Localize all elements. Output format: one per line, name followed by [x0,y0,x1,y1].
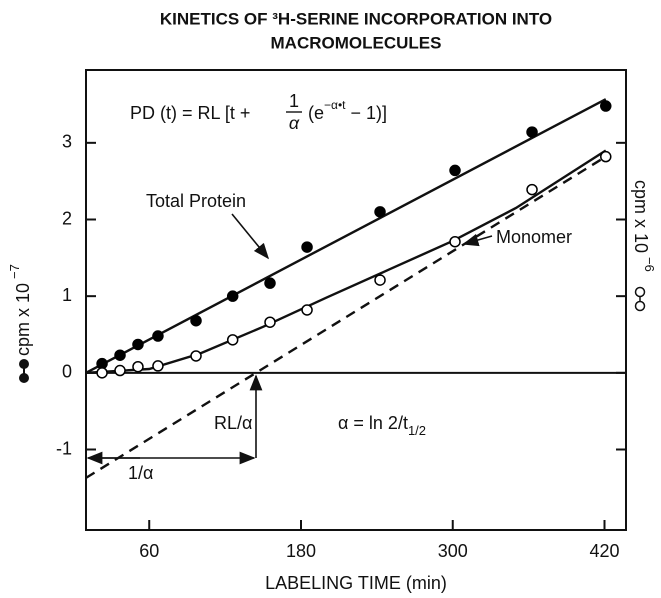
alpha-eq: α = ln 2/t [338,413,408,433]
fit-line [85,98,607,374]
data-point [152,360,164,372]
y-tick-label: 3 [62,132,72,152]
x-tick-label: 60 [139,541,159,561]
y-tick-label: -1 [56,438,72,458]
formula-e: (e [308,103,324,123]
plot-frame [85,69,627,531]
data-point [600,100,612,112]
legend-marker [19,359,29,369]
y-axis-label-base: cpm x 10 [13,283,33,356]
chart-title: KINETICS OF ³H-SERINE INCORPORATION INTO [160,9,552,28]
y-axis-label-text: cpm x 10 −7 [7,264,32,356]
y-axis-label: cpm x 10 −7 [7,264,33,383]
formula-exp: −α•t [324,98,346,112]
annotation: α = ln 2/t1/2 [338,413,426,439]
data-point [96,367,108,379]
annotation: RL/α [214,413,252,433]
x-tick-label: 420 [589,541,619,561]
formula-left: PD (t) = RL [t + [130,103,250,123]
data-point [374,274,386,286]
formula-right: (e−α•t − 1)] [308,98,387,123]
formula-den: α [289,113,300,133]
data-point [526,183,538,196]
data-point [190,314,202,327]
y2-axis-label-exp: −6 [642,257,657,272]
x-tick-label: 300 [438,541,468,561]
x-axis-label: LABELING TIME (min) [265,573,447,593]
y2-axis-label-base: cpm x 10 [631,180,651,253]
x-tick-label: 180 [286,541,316,561]
data-point [152,330,164,342]
legend-marker [634,286,646,298]
chart-title: MACROMOLECULES [271,33,442,52]
y-axis-label-exp: −7 [7,264,22,279]
data-point [264,316,276,328]
annotation-arrow [231,213,270,260]
data-point [449,164,461,177]
data-point [301,304,313,316]
data-point [132,338,144,351]
data-point [526,126,538,138]
data-point [132,360,144,373]
data-point [114,364,126,377]
data-point [114,349,126,361]
annotation: Total Protein [146,191,246,211]
formula-end: − 1)] [346,103,388,123]
data-point [264,277,276,289]
data-point [449,235,461,248]
formula-num: 1 [289,91,299,111]
annotation: Monomer [496,227,572,247]
annotation: 1/α [128,463,153,483]
alpha-eq-sub: 1/2 [408,423,426,438]
y-tick-label: 0 [62,362,72,382]
fit-line [85,149,607,375]
formula: PD (t) = RL [t + [130,103,250,123]
y-tick-label: 2 [62,208,72,228]
data-point [301,241,313,253]
y2-axis-label-text: cpm x 10 −6 [631,180,656,272]
data-point [600,150,612,163]
data-point [374,206,386,218]
y-tick-label: 1 [62,285,72,305]
data-point [190,350,202,362]
data-point [226,334,239,346]
y2-axis-label: cpm x 10 −6 [631,180,657,312]
data-point [226,290,239,302]
legend-marker [634,300,646,312]
